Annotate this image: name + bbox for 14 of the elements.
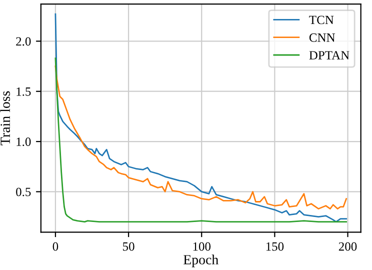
x-axis-title: Epoch [184,254,218,268]
y-axis-title: Train loss [0,91,10,146]
x-tick-label: 50 [123,242,134,251]
x-tick-label: 0 [52,242,58,251]
legend-label: DPTAN [309,51,350,60]
legend-label: CNN [309,33,336,42]
x-tick-label: 150 [266,242,284,251]
y-tick-label: 0.5 [16,188,31,196]
x-tick-label: 200 [338,242,357,251]
y-tick-label: 1.5 [16,87,31,96]
legend-label: TCN [309,16,334,24]
y-tick-label: 2.0 [16,37,31,46]
x-tick-label: 100 [193,242,211,251]
y-tick-label: 1.0 [16,138,31,146]
